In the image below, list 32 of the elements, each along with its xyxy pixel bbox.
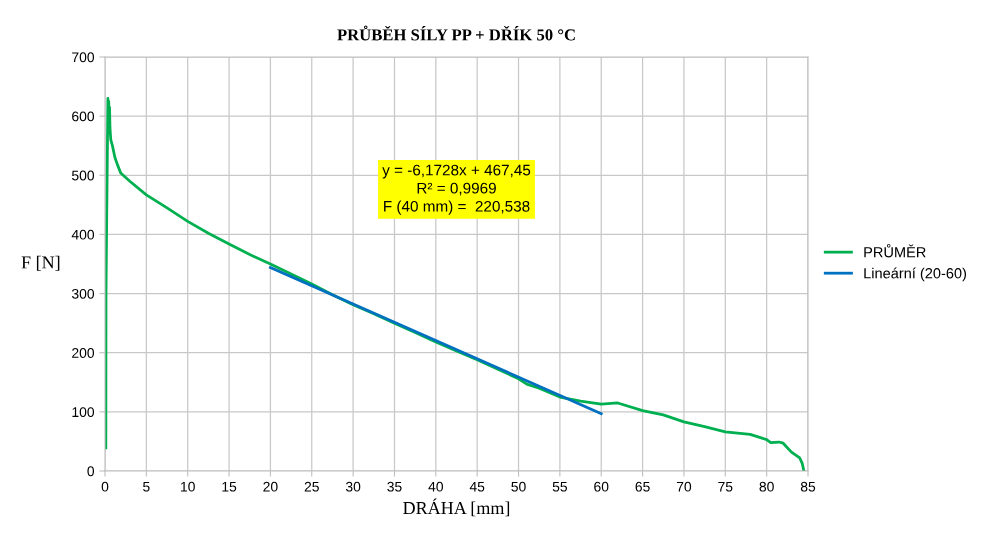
y-tick-label: 100 (72, 407, 95, 418)
x-tick-label: 5 (143, 481, 150, 492)
x-tick-label: 15 (222, 481, 237, 492)
x-tick-label: 85 (800, 481, 816, 492)
y-tick-label: 200 (72, 348, 95, 358)
x-axis-title: DRÁHA [mm] (403, 498, 510, 517)
y-tick-label: 400 (71, 229, 95, 240)
x-tick-label: 20 (263, 481, 278, 492)
x-tick-label: 35 (387, 481, 402, 492)
y-tick-label: 700 (72, 52, 95, 63)
x-tick-label: 0 (101, 481, 109, 492)
y-tick-label: 600 (72, 111, 95, 122)
x-tick-label: 70 (676, 481, 692, 492)
x-tick-label: 50 (511, 481, 526, 492)
x-tick-label: 10 (181, 481, 195, 492)
x-tick-label: 55 (552, 481, 568, 492)
x-tick-label: 75 (718, 481, 733, 492)
x-tick-label: 65 (635, 481, 650, 492)
chart-title: PRŮBĚH SÍLY PP + DŘÍK 50 °C (337, 25, 575, 41)
legend-label: Lineární (20-60) (864, 267, 967, 282)
annotation: y = -6,1728x + 467,45 R² = 0,9969 F (40 mm) = 220,538 (382, 164, 531, 215)
x-tick-label: 30 (345, 481, 361, 492)
x-tick-label: 40 (428, 481, 444, 492)
x-tick-label: 25 (304, 481, 319, 492)
x-tick-label: 45 (469, 481, 485, 492)
y-axis-title: F [N] (21, 255, 60, 271)
legend-label: PRŮMĚR (864, 244, 926, 258)
x-tick-label: 80 (759, 481, 774, 492)
y-tick-label: 0 (87, 466, 95, 477)
y-tick-label: 300 (71, 288, 95, 299)
x-tick-label: 60 (594, 481, 609, 492)
y-tick-label: 500 (71, 170, 95, 181)
